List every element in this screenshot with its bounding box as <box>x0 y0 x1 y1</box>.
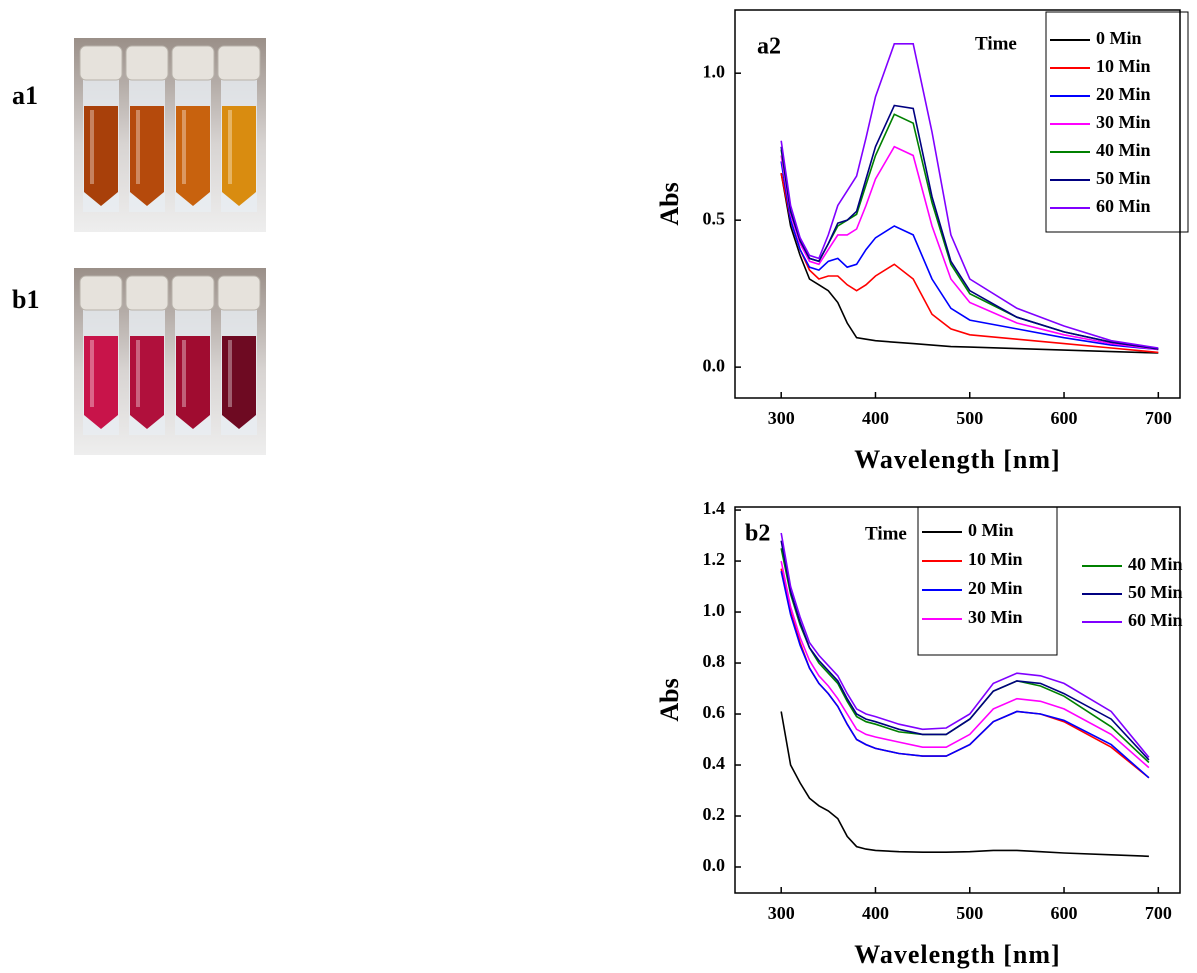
x-tick-label: 700 <box>1145 903 1172 923</box>
y-tick-label: 0.0 <box>703 355 726 375</box>
vial-liquid <box>222 106 256 206</box>
x-tick-label: 700 <box>1145 408 1172 428</box>
y-tick-label: 1.0 <box>703 600 726 620</box>
page: a1 b1 300 400 500 600 700 0.0 0.5 1.0 Wavelength… <box>0 0 1197 973</box>
vial-highlight <box>182 340 186 407</box>
y-tick-label: 0.2 <box>703 804 726 824</box>
legend-label: 50 Min <box>1096 168 1151 188</box>
y-tick-label: 0.5 <box>703 208 726 228</box>
y-tick-label: 1.0 <box>703 61 726 81</box>
vial-highlight <box>228 110 232 184</box>
x-axis-label: Wavelength [nm] <box>854 940 1060 969</box>
panel-label: b2 <box>745 521 770 547</box>
vial-cap <box>218 276 260 310</box>
y-axis-label: Abs <box>655 182 684 225</box>
legend-label: 40 Min <box>1096 140 1151 160</box>
y-tick-label: 0.4 <box>703 753 726 773</box>
vial-liquid <box>176 106 210 206</box>
vial-highlight <box>90 110 94 184</box>
vial-liquid <box>176 336 210 429</box>
vial-highlight <box>136 340 140 407</box>
y-tick-label: 0.8 <box>703 651 726 671</box>
legend-label: 40 Min <box>1128 554 1183 574</box>
plot-frame <box>735 507 1180 893</box>
legend-label: 0 Min <box>968 520 1014 540</box>
legend-title: Time <box>865 523 907 544</box>
vial-highlight <box>182 110 186 184</box>
series-line <box>781 541 1149 760</box>
vial-liquid <box>130 336 164 429</box>
vial-cap <box>80 276 122 310</box>
figure: a1 b1 300 400 500 600 700 0.0 0.5 1.0 Wavelength… <box>0 0 1197 973</box>
legend-label: 10 Min <box>968 549 1023 569</box>
y-tick-label: 0.6 <box>703 702 726 722</box>
x-axis-label: Wavelength [nm] <box>854 445 1060 474</box>
vial-liquid <box>84 106 118 206</box>
y-axis-label: Abs <box>655 678 684 721</box>
x-tick-label: 600 <box>1051 408 1078 428</box>
x-tick-label: 300 <box>768 408 795 428</box>
series-line <box>781 161 1158 349</box>
x-tick-label: 400 <box>862 903 889 923</box>
legend-title: Time <box>975 33 1017 54</box>
vial-cap <box>218 46 260 80</box>
legend-label: 30 Min <box>1096 112 1151 132</box>
legend-label: 0 Min <box>1096 28 1142 48</box>
vial-cap <box>126 46 168 80</box>
x-tick-label: 300 <box>768 903 795 923</box>
y-tick-label: 1.2 <box>703 549 726 569</box>
legend-label: 50 Min <box>1128 582 1183 602</box>
vial-cap <box>172 276 214 310</box>
vial-liquid <box>84 336 118 429</box>
y-tick-label: 0.0 <box>703 855 726 875</box>
x-tick-label: 500 <box>956 408 983 428</box>
legend-label: 60 Min <box>1096 196 1151 216</box>
x-tick-label: 600 <box>1051 903 1078 923</box>
vial-highlight <box>228 340 232 407</box>
x-tick-label: 400 <box>862 408 889 428</box>
photo-label: b1 <box>12 285 39 314</box>
legend-label: 30 Min <box>968 607 1023 627</box>
vial-highlight <box>90 340 94 407</box>
legend-label: 20 Min <box>1096 84 1151 104</box>
vial-highlight <box>136 110 140 184</box>
vial-cap <box>172 46 214 80</box>
series-line <box>781 561 1149 768</box>
photos <box>74 38 266 455</box>
vial-cap <box>80 46 122 80</box>
legend-label: 60 Min <box>1128 610 1183 630</box>
vial-liquid <box>130 106 164 206</box>
vial-liquid <box>222 336 256 429</box>
x-tick-label: 500 <box>956 903 983 923</box>
legend-label: 10 Min <box>1096 56 1151 76</box>
vial-cap <box>126 276 168 310</box>
panel-label: a2 <box>757 34 781 60</box>
legend-label: 20 Min <box>968 578 1023 598</box>
series-line <box>781 712 1149 857</box>
y-tick-label: 1.4 <box>703 498 726 518</box>
photo-label: a1 <box>12 81 38 110</box>
